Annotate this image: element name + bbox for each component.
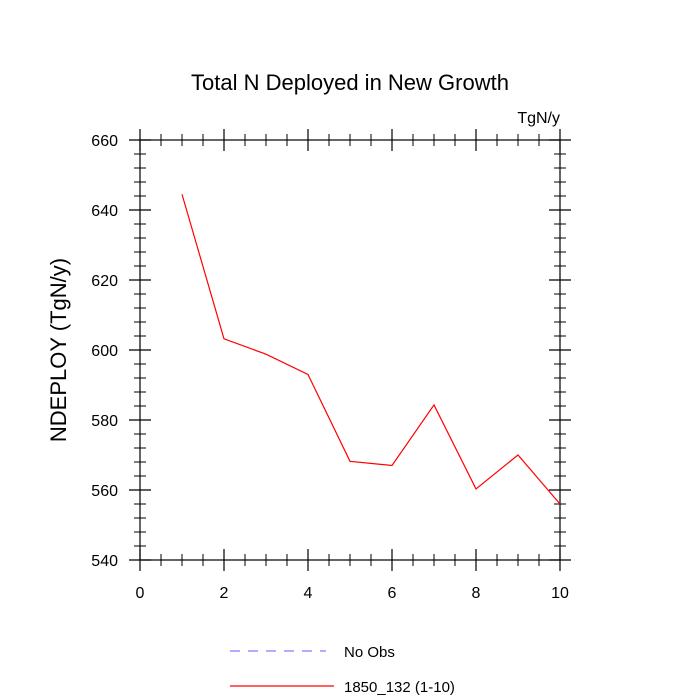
y-tick-label: 580 (91, 413, 118, 430)
y-tick-label: 540 (91, 553, 118, 570)
legend-label: 1850_132 (1-10) (344, 679, 455, 696)
x-tick-label: 2 (220, 585, 229, 602)
y-tick-label: 660 (91, 133, 118, 150)
series-line-1 (181, 194, 561, 505)
x-tick-label: 4 (304, 585, 313, 602)
axis-ticks (129, 129, 571, 571)
x-tick-label: 8 (472, 585, 481, 602)
y-tick-label: 620 (91, 273, 118, 290)
x-tick-label: 6 (388, 585, 397, 602)
y-tick-label: 640 (91, 203, 118, 220)
legend-label: No Obs (344, 644, 395, 661)
series-layer (181, 194, 561, 505)
chart-title: Total N Deployed in New Growth (191, 70, 509, 95)
y-axis-label: NDEPLOY (TgN/y) (46, 258, 71, 442)
plot-frame (139, 139, 561, 561)
y-tick-label: 560 (91, 483, 118, 500)
units-label: TgN/y (517, 110, 560, 127)
legend: No Obs 1850_132 (1-10) (230, 644, 455, 696)
x-tick-label: 10 (551, 585, 569, 602)
y-tick-label: 600 (91, 343, 118, 360)
tick-labels: 0 2 4 6 8 10 540 560 580 600 620 640 660 (91, 133, 569, 602)
x-tick-label: 0 (136, 585, 145, 602)
